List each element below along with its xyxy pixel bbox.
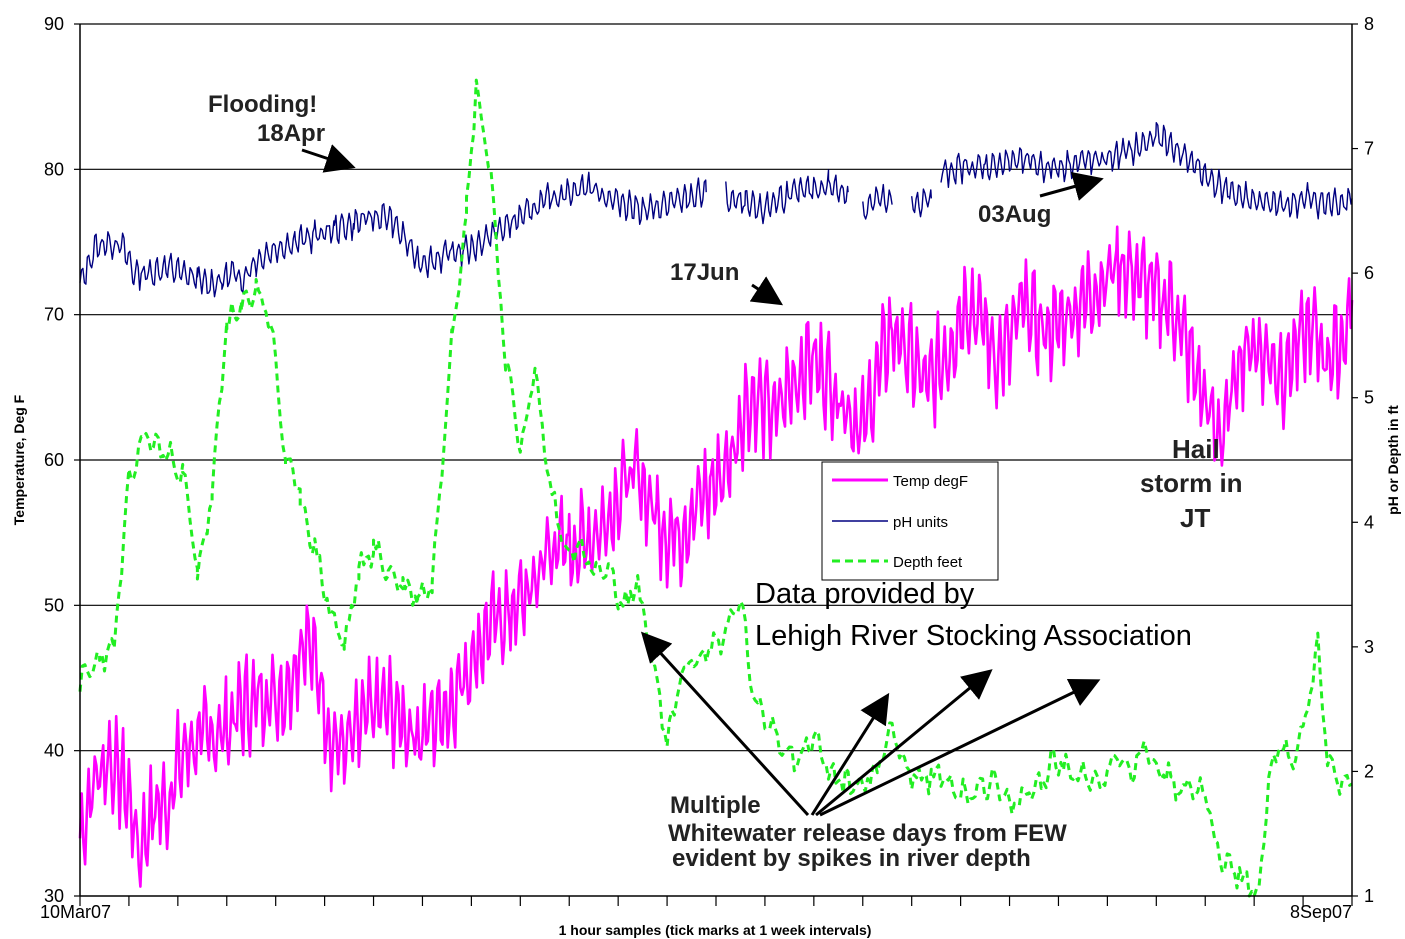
legend-temp-label: Temp degF [893,473,968,490]
x-start-label: 10Mar07 [40,902,111,922]
aug-arrow [1039,171,1104,201]
legend-depth-label: Depth feet [893,554,963,571]
jun-label: 17Jun [670,259,739,286]
ww-arrow-4 [819,678,1101,817]
series-layer [78,78,1354,898]
left-tick-label: 70 [44,305,64,325]
left-axis-ticks: 30 40 50 60 70 80 90 [44,14,80,906]
right-axis-title: pH or Depth in ft [1385,405,1401,515]
right-tick-label: 6 [1364,263,1374,283]
credit-line-1: Data provided by [755,578,975,610]
whitewater-line-3: evident by spikes in river depth [672,845,1031,872]
credit-line-2: Lehigh River Stocking Association [755,620,1192,652]
right-tick-label: 3 [1364,637,1374,657]
aug-label: 03Aug [978,201,1051,228]
series-line-ph-units [940,122,1353,220]
right-axis-ticks: 1 2 3 4 5 6 7 8 [1352,14,1374,906]
right-tick-label: 7 [1364,139,1374,159]
right-tick-label: 2 [1364,761,1374,781]
right-tick-label: 8 [1364,14,1374,34]
legend: Temp degF pH units Depth feet [821,461,999,581]
left-tick-label: 90 [44,14,64,34]
series-line-depth-feet [78,78,1353,898]
annotations: Flooding! 18Apr 17Jun 03Aug Hail storm i… [208,91,1243,872]
left-tick-label: 30 [44,886,64,906]
legend-ph-label: pH units [893,514,948,531]
series-line-ph-units [725,169,849,225]
ww-arrow-2 [810,692,890,816]
whitewater-line-2: Whitewater release days from FEW [668,820,1067,847]
flooding-arrow [301,144,356,173]
whitewater-arrows [640,631,1101,817]
flooding-label: Flooding! [208,91,317,118]
ww-arrow-1 [640,631,810,817]
left-tick-label: 60 [44,450,64,470]
x-axis-title: 1 hour samples (tick marks at 1 week int… [559,922,872,938]
x-end-label: 8Sep07 [1290,902,1352,922]
series-line-temp-degf [78,225,1354,888]
left-tick-label: 40 [44,741,64,761]
left-tick-label: 50 [44,595,64,615]
right-tick-label: 1 [1364,886,1374,906]
flooding-date-label: 18Apr [257,120,325,147]
left-axis-title: Temperature, Deg F [11,394,27,525]
series-line-ph-units [79,171,707,298]
right-tick-label: 5 [1364,388,1374,408]
hail-label-1: Hail [1172,434,1220,464]
jun-arrow [749,276,784,306]
x-axis-week-ticks [79,896,1353,906]
hail-label-2: storm in [1140,468,1243,498]
hail-label-3: JT [1180,503,1210,533]
series-line-ph-units [862,183,893,220]
series-line-ph-units [911,188,932,218]
ww-arrow-3 [815,669,993,817]
right-tick-label: 4 [1364,512,1374,532]
left-tick-label: 80 [44,159,64,179]
whitewater-line-1: Multiple [670,792,761,819]
